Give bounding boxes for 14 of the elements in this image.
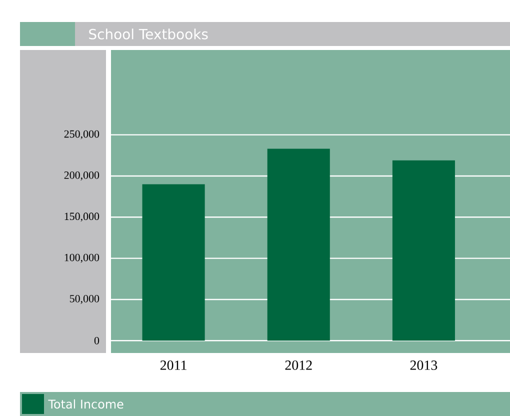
x-tick-label: 2013	[410, 360, 438, 370]
y-tick-label: 200,000	[64, 171, 100, 180]
y-tick-label: 250,000	[64, 130, 100, 140]
bar	[392, 160, 455, 341]
bar	[142, 184, 205, 341]
y-tick-label: 100,000	[64, 254, 100, 263]
legend-label: Total Income	[48, 399, 124, 409]
y-tick-label: 150,000	[64, 212, 100, 222]
x-tick-label: 2011	[160, 360, 186, 370]
bar	[267, 148, 330, 341]
y-tick-label: 50,000	[70, 295, 100, 304]
y-tick-label: 0	[94, 336, 100, 344]
chart-title: School Textbooks	[89, 28, 208, 40]
x-tick-label: 2012	[285, 360, 312, 370]
